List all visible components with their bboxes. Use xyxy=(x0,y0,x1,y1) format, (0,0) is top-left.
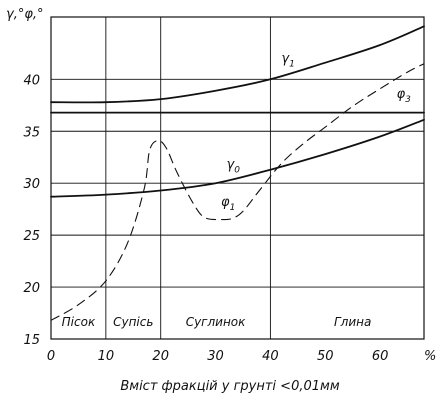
zone-labels: Пісок Супісь Суглинок Глина xyxy=(62,315,372,329)
y-tick-15: 15 xyxy=(23,333,40,348)
x-axis-label: Вміст фракцій у грунті <0,01мм xyxy=(120,379,339,394)
tick-labels: 15 20 25 30 35 40 0 10 20 30 40 50 60 xyxy=(23,73,388,364)
series-φ1 xyxy=(50,63,425,321)
y-tick-25: 25 xyxy=(23,229,40,244)
x-tick-0: 0 xyxy=(47,349,55,364)
y-tick-35: 35 xyxy=(23,125,40,140)
x-tick-10: 10 xyxy=(98,349,115,364)
series-γ0 xyxy=(50,118,425,198)
plot-frame xyxy=(50,16,425,340)
zone-label-3: Глина xyxy=(334,315,371,329)
x-tick-30: 30 xyxy=(207,349,224,364)
series-label-φ3: φ3 xyxy=(397,87,412,105)
x-tick-20: 20 xyxy=(152,349,169,364)
series-γ1 xyxy=(50,25,425,104)
curve-labels: γ1 φ3 γ0 φ1 xyxy=(221,52,411,213)
grid xyxy=(50,16,425,340)
x-axis-unit: % xyxy=(424,349,436,364)
y-tick-20: 20 xyxy=(23,281,40,296)
x-tick-50: 50 xyxy=(317,349,334,364)
series-label-φ1: φ1 xyxy=(221,195,235,213)
zone-label-1: Супісь xyxy=(113,315,153,329)
y-tick-30: 30 xyxy=(23,177,40,192)
series-label-γ0: γ0 xyxy=(227,158,241,176)
zone-label-0: Пісок xyxy=(62,315,96,329)
y-axis-label: γ,°φ,° xyxy=(6,7,44,22)
y-tick-40: 40 xyxy=(23,73,40,88)
zone-label-2: Суглинок xyxy=(186,315,246,329)
x-tick-40: 40 xyxy=(262,349,279,364)
series-label-γ1: γ1 xyxy=(281,52,294,70)
x-tick-60: 60 xyxy=(372,349,389,364)
curves xyxy=(50,25,425,321)
